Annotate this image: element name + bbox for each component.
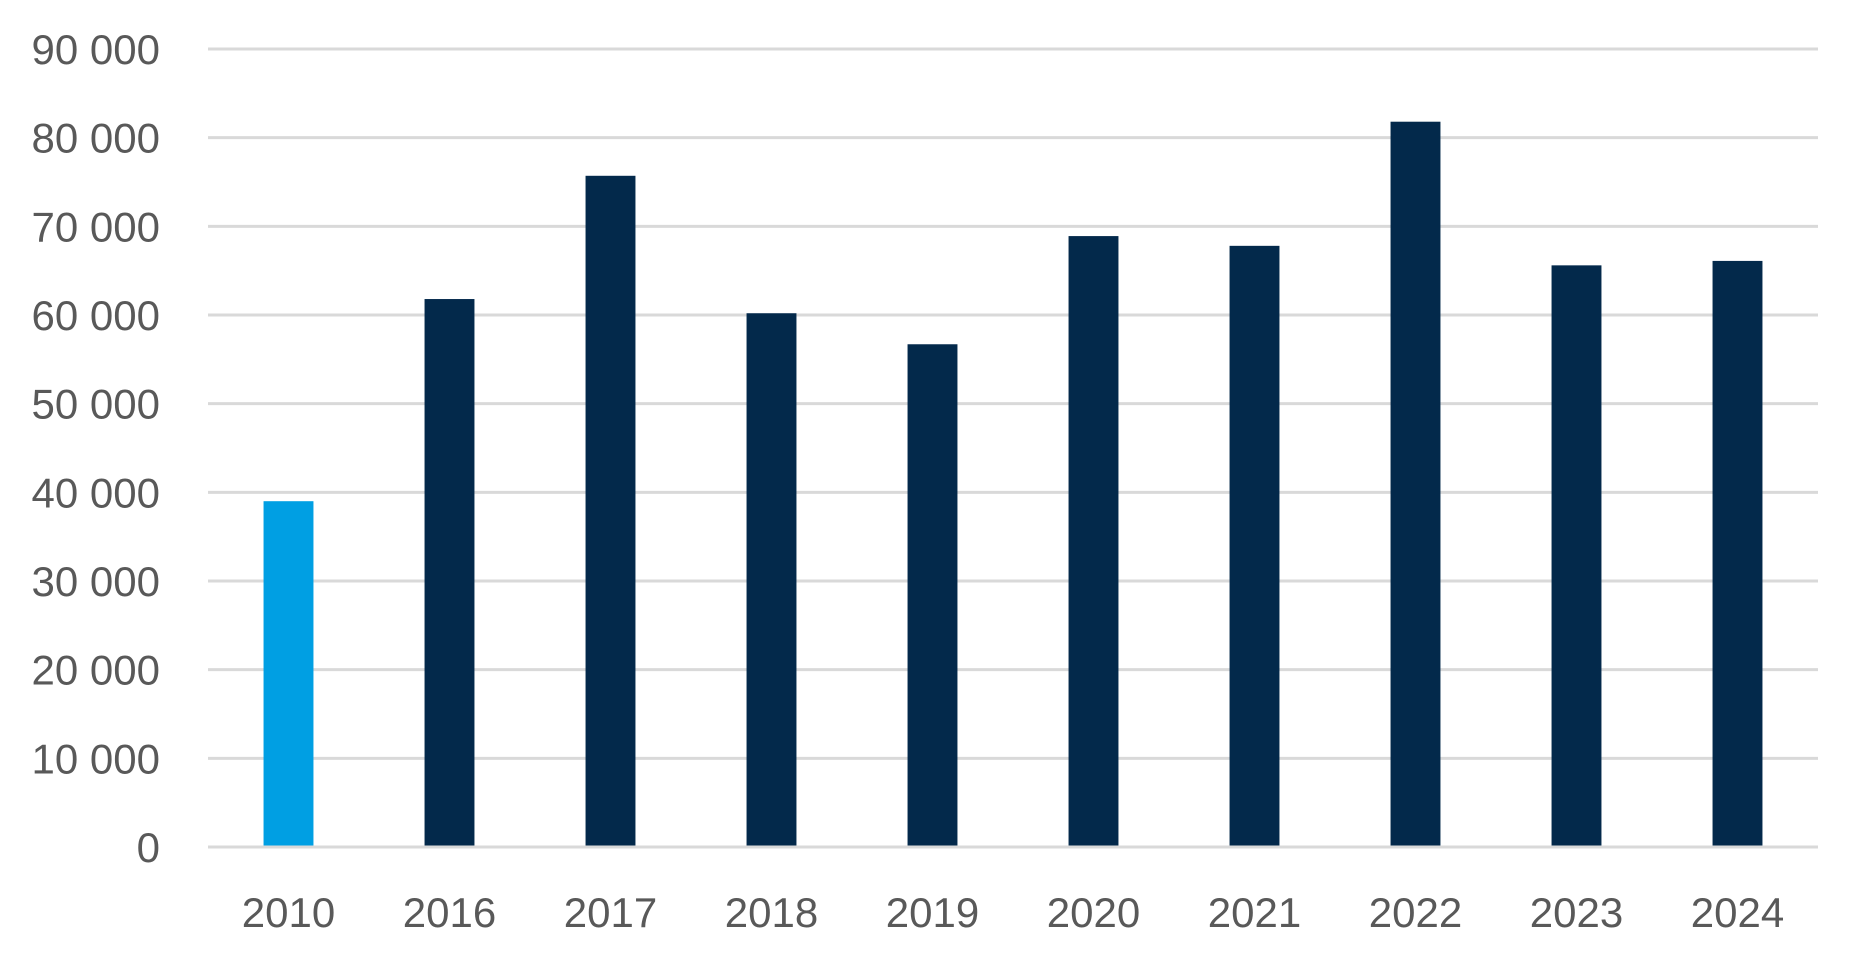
y-tick-label: 50 000	[32, 381, 160, 428]
y-tick-label: 60 000	[32, 292, 160, 339]
y-axis-tick-labels: 0 10 000 20 000 30 000 40 000 50 000 60 000 70 …	[32, 26, 160, 871]
bar-2023	[1551, 265, 1602, 847]
x-tick-label: 2021	[1208, 889, 1301, 936]
y-tick-label: 10 000	[32, 735, 160, 782]
bar-2019	[907, 344, 958, 847]
x-tick-label: 2010	[242, 889, 335, 936]
bar-2010	[263, 501, 314, 847]
y-tick-label: 30 000	[32, 558, 160, 605]
x-tick-label: 2020	[1047, 889, 1140, 936]
y-tick-label: 0	[137, 824, 160, 871]
y-tick-label: 90 000	[32, 26, 160, 73]
x-tick-label: 2023	[1530, 889, 1623, 936]
y-tick-label: 70 000	[32, 203, 160, 250]
x-axis-tick-labels: 2010 2016 2017 2018 2019 2020 2021 2022 2023 2024	[242, 889, 1784, 936]
x-tick-label: 2017	[564, 889, 657, 936]
bars	[263, 121, 1763, 848]
x-tick-label: 2019	[886, 889, 979, 936]
x-tick-label: 2022	[1369, 889, 1462, 936]
y-tick-label: 20 000	[32, 647, 160, 694]
bar-2016	[424, 299, 475, 847]
bar-2018	[746, 313, 797, 847]
x-tick-label: 2016	[403, 889, 496, 936]
x-tick-label: 2024	[1691, 889, 1784, 936]
x-tick-label: 2018	[725, 889, 818, 936]
bar-2017	[585, 175, 636, 847]
y-tick-label: 80 000	[32, 115, 160, 162]
bar-2021	[1229, 245, 1280, 848]
gridlines	[208, 47, 1818, 760]
bar-2020	[1068, 236, 1119, 847]
bar-2022	[1390, 121, 1441, 847]
y-tick-label: 40 000	[32, 469, 160, 516]
bar-2024	[1712, 260, 1763, 847]
